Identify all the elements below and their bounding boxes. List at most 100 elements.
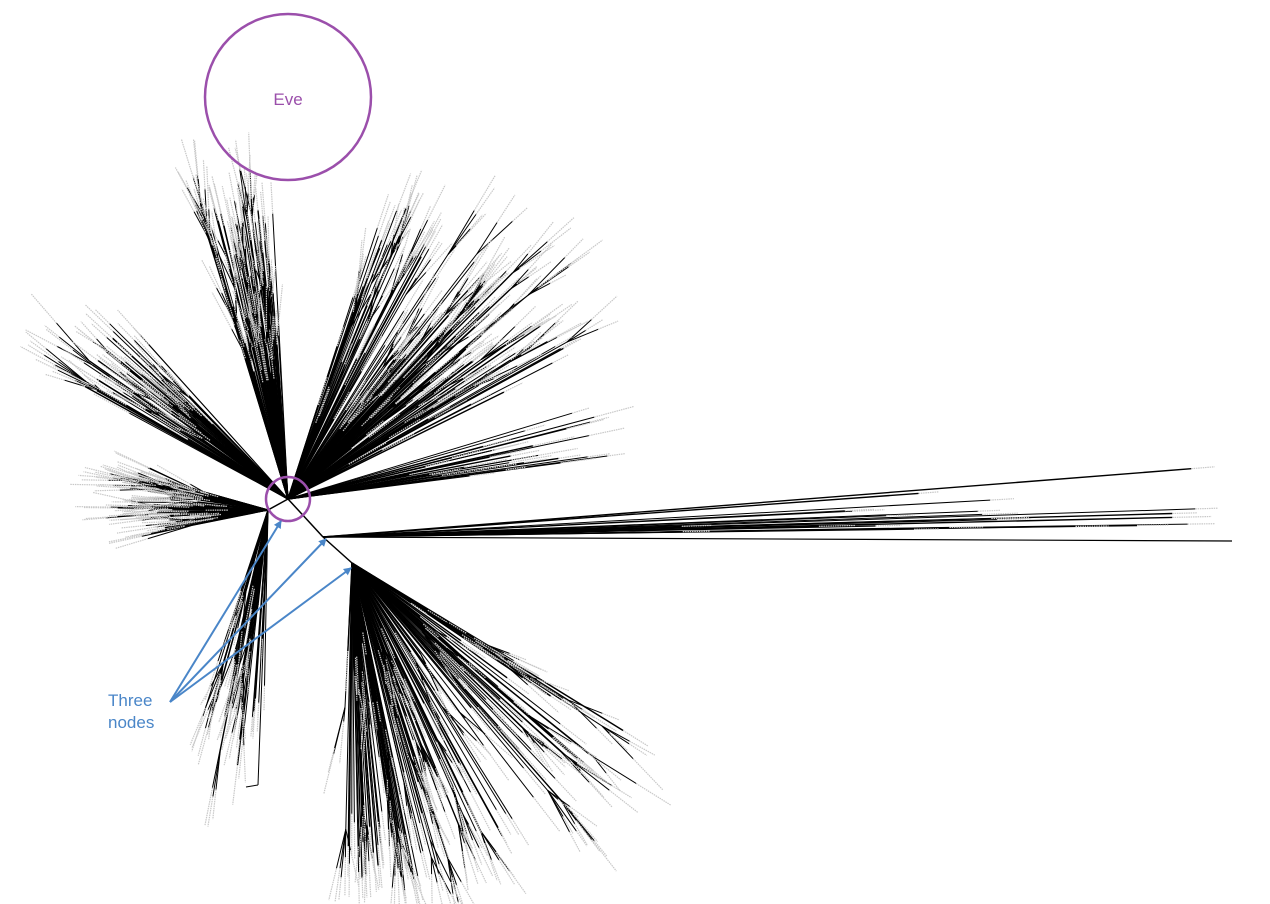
tree-branch bbox=[287, 371, 436, 500]
tip-label-mark bbox=[250, 716, 253, 737]
tip-label-mark bbox=[549, 274, 567, 284]
tip-label-mark bbox=[80, 380, 97, 392]
tip-label-mark bbox=[460, 341, 482, 359]
tip-label-mark bbox=[143, 485, 162, 491]
tip-label-mark bbox=[113, 485, 153, 490]
tip-label-mark bbox=[139, 499, 171, 502]
tree-branch bbox=[287, 248, 430, 500]
tip-label-mark bbox=[490, 859, 502, 885]
tip-label-mark bbox=[430, 357, 460, 383]
tip-label-mark bbox=[393, 246, 405, 269]
tip-label-mark bbox=[185, 517, 218, 524]
tip-label-mark bbox=[70, 340, 99, 362]
tip-label-mark bbox=[98, 375, 139, 395]
tip-label-mark bbox=[559, 723, 587, 745]
tip-label-mark bbox=[467, 244, 490, 279]
tip-label-mark bbox=[115, 473, 139, 484]
tip-label-mark bbox=[505, 813, 520, 836]
tip-label-mark bbox=[238, 184, 243, 228]
tree-branch bbox=[481, 642, 510, 654]
tip-label-mark bbox=[475, 187, 496, 215]
tip-label-mark bbox=[192, 175, 201, 204]
tip-label-mark bbox=[417, 772, 438, 810]
tip-label-mark bbox=[356, 656, 360, 696]
tip-label-mark bbox=[432, 388, 464, 409]
tip-label-mark bbox=[467, 267, 490, 291]
tree-branch bbox=[351, 562, 562, 801]
tip-label-mark bbox=[581, 708, 617, 732]
tip-label-mark bbox=[851, 509, 885, 512]
tip-label-mark bbox=[354, 846, 360, 883]
tip-label-mark bbox=[569, 752, 593, 773]
tip-label-mark bbox=[208, 187, 219, 221]
tip-label-mark bbox=[368, 413, 400, 438]
tip-label-mark bbox=[403, 193, 412, 225]
tip-label-mark bbox=[400, 333, 422, 360]
tip-label-mark bbox=[94, 471, 127, 480]
tip-label-mark bbox=[989, 498, 1015, 501]
tree-branch bbox=[237, 590, 247, 629]
tip-label-mark bbox=[562, 816, 574, 834]
tip-label-mark bbox=[121, 478, 145, 487]
tree-branch bbox=[239, 249, 249, 291]
tree-branch bbox=[447, 228, 471, 255]
tip-label-mark bbox=[529, 677, 564, 700]
tree-branch bbox=[561, 752, 590, 783]
arrow-to-node-1 bbox=[169, 520, 282, 703]
tip-label-mark bbox=[594, 405, 635, 418]
tip-label-mark bbox=[251, 199, 256, 223]
tip-label-mark bbox=[198, 513, 222, 518]
tip-label-mark bbox=[513, 274, 542, 305]
tree-branch bbox=[561, 752, 578, 764]
tree-branch bbox=[351, 562, 482, 832]
tree-branch bbox=[204, 189, 208, 222]
tip-label-mark bbox=[463, 732, 487, 761]
tip-label-mark bbox=[513, 660, 540, 677]
tip-label-mark bbox=[585, 319, 603, 331]
tip-label-mark bbox=[199, 491, 219, 498]
tree-branch bbox=[351, 562, 514, 662]
tip-label-mark bbox=[243, 221, 246, 246]
tip-label-mark bbox=[1172, 515, 1212, 518]
tip-label-mark bbox=[352, 276, 359, 313]
tip-label-mark bbox=[239, 339, 246, 359]
tip-label-mark bbox=[180, 491, 202, 498]
tree-branch bbox=[528, 257, 566, 296]
tip-label-mark bbox=[411, 813, 420, 844]
tip-label-mark bbox=[78, 474, 121, 479]
tip-label-mark bbox=[561, 758, 582, 775]
tip-label-mark bbox=[252, 698, 257, 739]
tree-branch bbox=[132, 395, 161, 417]
tip-label-mark bbox=[243, 335, 255, 372]
tip-label-mark bbox=[438, 829, 450, 859]
tip-label-mark bbox=[245, 651, 251, 678]
tip-label-mark bbox=[104, 468, 134, 479]
tree-branch bbox=[322, 515, 887, 538]
tip-label-mark bbox=[233, 270, 237, 301]
tip-label-mark bbox=[228, 676, 234, 698]
tip-label-mark bbox=[468, 662, 487, 679]
tip-label-mark bbox=[394, 223, 402, 243]
tip-label-mark bbox=[191, 715, 204, 752]
tip-label-mark bbox=[402, 685, 417, 711]
tip-label-mark bbox=[270, 182, 274, 214]
tip-label-mark bbox=[593, 840, 608, 857]
tip-label-mark bbox=[609, 732, 628, 752]
tip-label-mark bbox=[445, 294, 467, 328]
tree-branch bbox=[287, 377, 405, 500]
tip-label-mark bbox=[422, 781, 434, 812]
tip-label-mark bbox=[418, 273, 435, 309]
tip-label-mark bbox=[257, 298, 260, 339]
tip-label-mark bbox=[217, 680, 222, 700]
tip-label-mark bbox=[156, 464, 191, 485]
tip-label-mark bbox=[561, 699, 580, 712]
tip-label-mark bbox=[477, 706, 502, 734]
tip-label-mark bbox=[177, 171, 188, 189]
tip-label-mark bbox=[527, 243, 553, 271]
tip-label-mark bbox=[401, 192, 420, 232]
tip-label-mark bbox=[342, 406, 363, 432]
tip-label-mark bbox=[223, 693, 230, 718]
tip-label-mark bbox=[543, 743, 580, 770]
tip-label-mark bbox=[444, 811, 456, 840]
tree-branch bbox=[165, 483, 269, 511]
